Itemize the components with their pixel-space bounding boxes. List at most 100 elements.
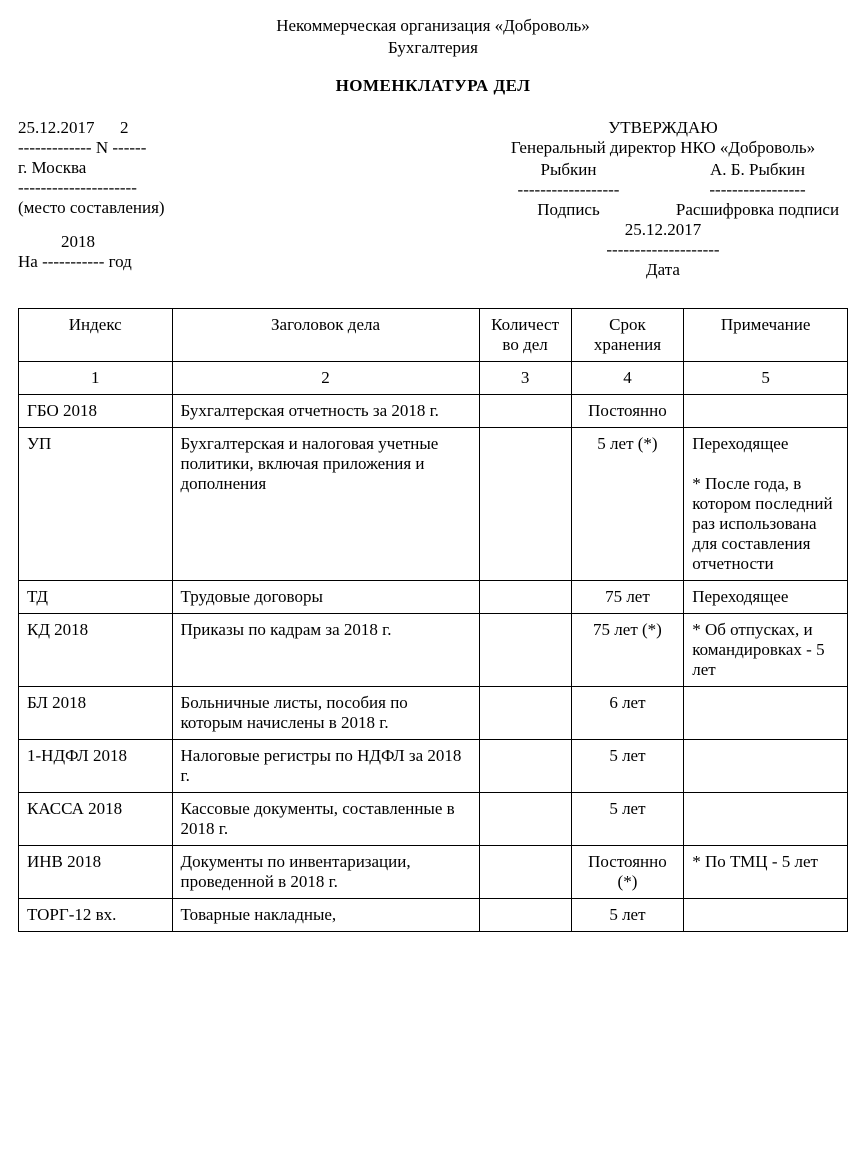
left-block: 25.12.2017 2 ------------- N ------ г. М…	[18, 118, 248, 272]
signature-row: Рыбкин ------------------ Подпись А. Б. …	[478, 160, 848, 220]
cell-qty	[479, 740, 571, 793]
year-dashes: -----------	[42, 252, 104, 271]
table-row: БЛ 2018Больничные листы, пособия по кото…	[19, 687, 848, 740]
cell-title: Налоговые регистры по НДФЛ за 2018 г.	[172, 740, 479, 793]
doc-date: 25.12.2017	[18, 118, 95, 137]
cell-qty	[479, 614, 571, 687]
cell-qty	[479, 395, 571, 428]
table-row: КАССА 2018Кассовые документы, составленн…	[19, 793, 848, 846]
cell-title: Бухгалтерская отчетность за 2018 г.	[172, 395, 479, 428]
signature-dashes: ------------------	[478, 180, 659, 200]
cell-title: Приказы по кадрам за 2018 г.	[172, 614, 479, 687]
year-block: 2018 На ----------- год	[18, 232, 248, 272]
cell-note: Переходящее	[684, 581, 848, 614]
org-name: Некоммерческая организация «Доброволь»	[18, 16, 848, 36]
n-dash-left: -------------	[18, 138, 92, 157]
cell-index: КД 2018	[19, 614, 173, 687]
cell-qty	[479, 793, 571, 846]
signature-col: Рыбкин ------------------ Подпись	[478, 160, 659, 220]
date-number-dashes: ------------- N ------	[18, 138, 248, 158]
document-title: НОМЕНКЛАТУРА ДЕЛ	[18, 76, 848, 96]
cell-title: Бухгалтерская и налоговая учетные полити…	[172, 428, 479, 581]
city-dashes: ---------------------	[18, 178, 248, 198]
city: г. Москва	[18, 158, 248, 178]
col-header-term: Срок хранения	[571, 309, 684, 362]
cell-title: Документы по инвентаризации, проведенной…	[172, 846, 479, 899]
nomenclature-table: Индекс Заголовок дела Количество дел Сро…	[18, 308, 848, 932]
signature-caption: Подпись	[478, 200, 659, 220]
cell-term: 75 лет (*)	[571, 614, 684, 687]
year-prefix: На	[18, 252, 42, 271]
table-row: ТДТрудовые договоры 75 летПереходящее	[19, 581, 848, 614]
cell-qty	[479, 428, 571, 581]
n-label: N	[92, 138, 113, 157]
n-dash-right: ------	[112, 138, 146, 157]
table-row: КД 2018Приказы по кадрам за 2018 г. 75 ле…	[19, 614, 848, 687]
cell-term: 5 лет	[571, 793, 684, 846]
cell-term: 75 лет	[571, 581, 684, 614]
year-suffix: год	[104, 252, 131, 271]
table-row: ГБО 2018Бухгалтерская отчетность за 2018…	[19, 395, 848, 428]
decipher-col: А. Б. Рыбкин ----------------- Расшифров…	[667, 160, 848, 220]
place-caption: (место составления)	[18, 198, 248, 218]
cell-term: 5 лет (*)	[571, 428, 684, 581]
cell-index: ТОРГ-12 вх.	[19, 899, 173, 932]
date-number-line: 25.12.2017 2	[18, 118, 248, 138]
table-body: ГБО 2018Бухгалтерская отчетность за 2018…	[19, 395, 848, 932]
cell-title: Товарные накладные,	[172, 899, 479, 932]
cell-term: 6 лет	[571, 687, 684, 740]
cell-qty	[479, 846, 571, 899]
cell-index: ГБО 2018	[19, 395, 173, 428]
cell-term: 5 лет	[571, 740, 684, 793]
cell-note: Переходящее * После года, в котором посл…	[684, 428, 848, 581]
year-value: 2018	[18, 232, 138, 252]
col-num-5: 5	[684, 362, 848, 395]
cell-term: 5 лет	[571, 899, 684, 932]
cell-index: ТД	[19, 581, 173, 614]
cell-note	[684, 899, 848, 932]
cell-note: * Об отпусках, и командировках - 5 лет	[684, 614, 848, 687]
col-header-index: Индекс	[19, 309, 173, 362]
approver-position: Генеральный директор НКО «Доброволь»	[478, 138, 848, 158]
cell-qty	[479, 687, 571, 740]
col-num-4: 4	[571, 362, 684, 395]
col-header-note: Примечание	[684, 309, 848, 362]
cell-note	[684, 395, 848, 428]
cell-note	[684, 740, 848, 793]
col-num-3: 3	[479, 362, 571, 395]
col-header-title: Заголовок дела	[172, 309, 479, 362]
cell-title: Кассовые документы, составленные в 2018 …	[172, 793, 479, 846]
decipher-name: А. Б. Рыбкин	[667, 160, 848, 180]
cell-term: Постоянно (*)	[571, 846, 684, 899]
cell-note: * По ТМЦ - 5 лет	[684, 846, 848, 899]
cell-index: УП	[19, 428, 173, 581]
cell-term: Постоянно	[571, 395, 684, 428]
col-num-2: 2	[172, 362, 479, 395]
approve-date: 25.12.2017	[478, 220, 848, 240]
table-header-row: Индекс Заголовок дела Количество дел Сро…	[19, 309, 848, 362]
table-number-row: 1 2 3 4 5	[19, 362, 848, 395]
cell-qty	[479, 899, 571, 932]
cell-index: 1-НДФЛ 2018	[19, 740, 173, 793]
cell-title: Трудовые договоры	[172, 581, 479, 614]
decipher-caption: Расшифровка подписи	[667, 200, 848, 220]
cell-note	[684, 793, 848, 846]
col-header-qty: Количество дел	[479, 309, 571, 362]
col-num-1: 1	[19, 362, 173, 395]
approve-date-caption: Дата	[478, 260, 848, 280]
table-row: УПБухгалтерская и налоговая учетные поли…	[19, 428, 848, 581]
header-columns: 25.12.2017 2 ------------- N ------ г. М…	[18, 118, 848, 280]
cell-title: Больничные листы, пособия по которым нач…	[172, 687, 479, 740]
signature-name: Рыбкин	[478, 160, 659, 180]
cell-index: БЛ 2018	[19, 687, 173, 740]
cell-qty	[479, 581, 571, 614]
doc-number: 2	[120, 118, 129, 137]
cell-note	[684, 687, 848, 740]
cell-index: КАССА 2018	[19, 793, 173, 846]
department: Бухгалтерия	[18, 38, 848, 58]
table-row: ИНВ 2018Документы по инвентаризации, про…	[19, 846, 848, 899]
approve-label: УТВЕРЖДАЮ	[478, 118, 848, 138]
table-row: 1-НДФЛ 2018Налоговые регистры по НДФЛ за…	[19, 740, 848, 793]
right-block: УТВЕРЖДАЮ Генеральный директор НКО «Добр…	[478, 118, 848, 280]
decipher-dashes: -----------------	[667, 180, 848, 200]
